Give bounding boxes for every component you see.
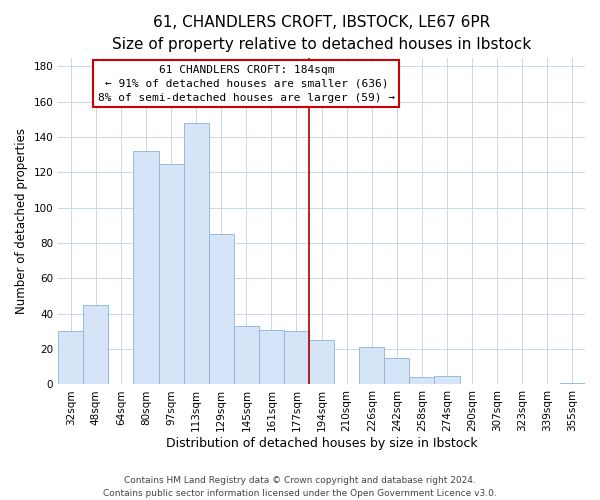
- Title: 61, CHANDLERS CROFT, IBSTOCK, LE67 6PR
Size of property relative to detached hou: 61, CHANDLERS CROFT, IBSTOCK, LE67 6PR S…: [112, 15, 531, 52]
- Bar: [309, 340, 334, 384]
- Bar: [434, 376, 460, 384]
- Bar: [58, 332, 83, 384]
- Bar: [133, 151, 158, 384]
- Bar: [158, 164, 184, 384]
- Bar: [83, 305, 109, 384]
- Bar: [560, 382, 585, 384]
- Text: Contains HM Land Registry data © Crown copyright and database right 2024.
Contai: Contains HM Land Registry data © Crown c…: [103, 476, 497, 498]
- Bar: [409, 378, 434, 384]
- Bar: [259, 330, 284, 384]
- Bar: [385, 358, 409, 384]
- Bar: [234, 326, 259, 384]
- Y-axis label: Number of detached properties: Number of detached properties: [15, 128, 28, 314]
- Bar: [209, 234, 234, 384]
- Bar: [284, 332, 309, 384]
- Bar: [184, 123, 209, 384]
- Bar: [359, 348, 385, 385]
- X-axis label: Distribution of detached houses by size in Ibstock: Distribution of detached houses by size …: [166, 437, 478, 450]
- Text: 61 CHANDLERS CROFT: 184sqm
← 91% of detached houses are smaller (636)
8% of semi: 61 CHANDLERS CROFT: 184sqm ← 91% of deta…: [98, 64, 395, 102]
